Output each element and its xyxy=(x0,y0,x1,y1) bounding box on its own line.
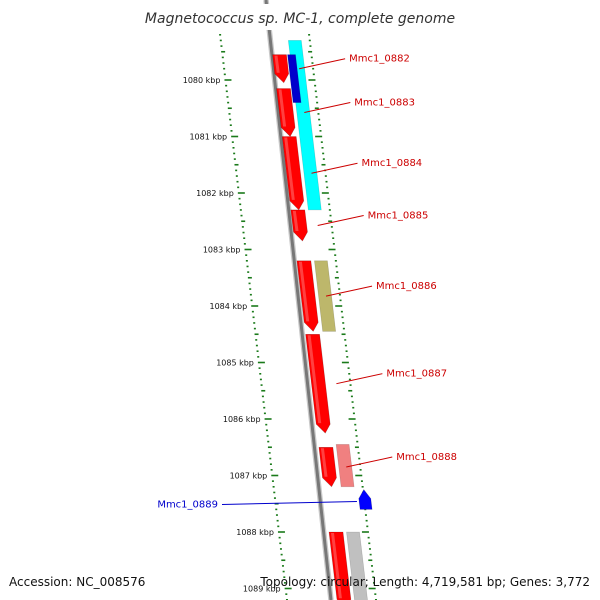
gene-label[interactable]: Mmc1_0889 xyxy=(157,500,218,511)
kbp-tick-label: 1086 kbp xyxy=(223,415,261,424)
gene-label-leader xyxy=(221,501,357,506)
gene-label-leader xyxy=(317,214,364,226)
gene-highlight xyxy=(274,55,280,73)
gene-label[interactable]: Mmc1_0884 xyxy=(361,158,422,169)
feature-block xyxy=(346,531,368,600)
gene-label-leader xyxy=(299,58,346,70)
gene-arrow[interactable] xyxy=(281,136,305,211)
gene-arrow[interactable] xyxy=(318,446,337,488)
accession-text: Accession: NC_008576 xyxy=(9,575,146,589)
gene-label-leader xyxy=(336,373,383,385)
kbp-tick-label: 1083 kbp xyxy=(203,246,241,255)
feature-block xyxy=(314,260,337,332)
gene-arrow[interactable] xyxy=(276,88,296,137)
gene-highlight xyxy=(331,533,342,599)
feature-track xyxy=(287,40,368,600)
gene-arrow[interactable] xyxy=(305,333,331,434)
genome-summary-text: Topology: circular; Length: 4,719,581 bp… xyxy=(260,575,590,589)
gene-label[interactable]: Mmc1_0888 xyxy=(396,452,457,463)
gene-labels: Mmc1_0882 Mmc1_0883 Mmc1_0884 Mmc1_0885 Mmc1… xyxy=(157,54,457,511)
map-title: Magnetococcus sp. MC-1, complete genome xyxy=(145,11,455,27)
inner-tick-ring xyxy=(307,28,377,600)
gene-arrow[interactable] xyxy=(358,489,373,510)
gene-label-leader xyxy=(325,285,373,297)
gene-arrow[interactable] xyxy=(296,260,319,332)
kbp-tick-label: 1082 kbp xyxy=(196,189,234,198)
gene-highlight xyxy=(320,448,328,477)
kbp-tick-label: 1081 kbp xyxy=(189,133,227,142)
gene-label[interactable]: Mmc1_0882 xyxy=(349,54,410,65)
gene-highlight xyxy=(298,261,310,322)
gene-label[interactable]: Mmc1_0887 xyxy=(386,369,447,380)
gene-highlight xyxy=(292,210,299,231)
genome-backbone xyxy=(263,0,334,600)
kbp-tick-label: 1088 kbp xyxy=(236,528,274,537)
kbp-tick-label: 1087 kbp xyxy=(230,472,268,481)
backbone-line xyxy=(264,0,333,600)
gene-label-leader xyxy=(311,162,358,174)
kbp-tick-label: 1089 kbp xyxy=(243,585,281,594)
kbp-tick-label: 1085 kbp xyxy=(216,359,254,368)
gene-label-leader xyxy=(304,101,351,113)
gene-highlight xyxy=(284,137,295,200)
gene-highlight xyxy=(278,89,287,127)
gene-highlight xyxy=(307,335,322,424)
kbp-tick-label: 1080 kbp xyxy=(183,76,221,85)
gene-label-leader xyxy=(346,456,393,468)
gene-label[interactable]: Mmc1_0883 xyxy=(354,97,415,108)
kbp-tick-label: 1084 kbp xyxy=(210,302,248,311)
gene-track xyxy=(272,54,373,600)
gene-label[interactable]: Mmc1_0886 xyxy=(376,281,437,292)
feature-block xyxy=(335,444,355,488)
gene-arrow[interactable] xyxy=(272,54,290,84)
gene-arrow[interactable] xyxy=(290,209,308,242)
gene-label[interactable]: Mmc1_0885 xyxy=(368,210,429,221)
feature-block xyxy=(287,54,302,103)
gene-arrow[interactable] xyxy=(328,531,352,600)
outer-tick-ring xyxy=(218,28,292,600)
